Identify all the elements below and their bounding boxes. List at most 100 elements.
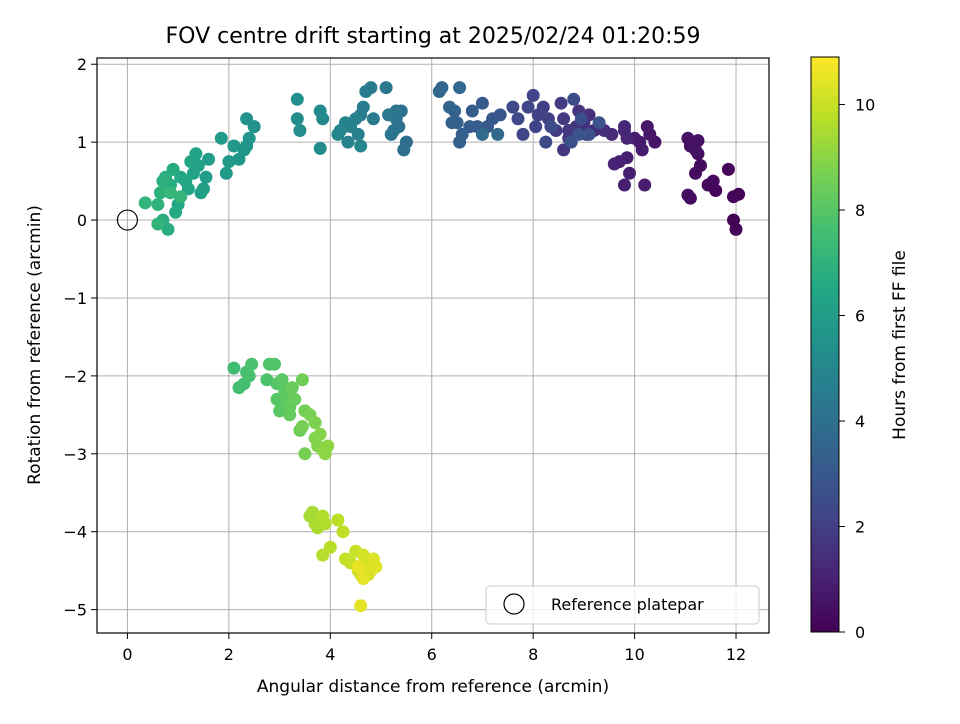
x-tick-label: 0 [122,645,132,664]
data-point [567,92,581,106]
data-point [288,392,302,406]
data-point [232,152,246,166]
data-point [331,127,345,141]
data-point [369,560,383,574]
data-point [283,408,297,422]
colorbar-ticks: 0 2 4 6 8 10 [839,95,875,642]
data-point [526,88,540,102]
data-point [366,112,380,126]
data-point [164,186,177,200]
y-tick-label: 1 [77,133,87,152]
reference-marker-group [116,209,139,231]
data-point [313,104,327,118]
data-point [618,178,631,192]
data-point [506,100,520,114]
data-point [379,81,393,95]
data-point [245,357,259,371]
data-point [635,143,649,157]
legend-marker [503,593,525,615]
data-point [293,124,307,137]
data-point [308,416,322,430]
data-point [260,373,274,387]
colorbar-tick-label: 0 [855,623,865,642]
data-point [592,116,606,130]
data-point [199,170,213,184]
data-point [356,548,370,562]
data-point [298,447,312,461]
data-point [382,108,396,122]
data-point [574,112,588,126]
data-point [318,517,332,531]
data-point [351,560,365,574]
data-point [138,196,152,210]
data-point [240,112,254,126]
data-point [285,381,299,395]
data-point [227,361,241,375]
data-point [727,190,740,204]
data-point [341,135,355,149]
data-point [640,120,654,134]
colorbar: 0 2 4 6 8 10 Hours from first FF file [810,56,910,642]
data-point [445,116,459,130]
y-tick-label: −1 [63,289,87,308]
data-point [453,135,467,149]
data-point [331,513,345,527]
x-tick-label: 12 [726,645,746,664]
data-point [194,186,208,200]
data-point [290,92,304,106]
data-point [607,157,621,171]
data-point [623,166,636,180]
colorbar-label: Hours from first FF file [890,250,910,440]
data-point [443,100,456,114]
data-point [313,427,327,441]
data-point [727,213,740,227]
data-point [275,373,289,387]
legend-box [485,585,760,625]
data-point [491,127,505,141]
legend: Reference platepar [485,585,760,625]
data-point [465,104,479,118]
data-point [214,131,228,145]
data-point [618,120,631,134]
data-point [511,112,525,126]
y-tick-label: −2 [63,367,87,386]
data-point [572,127,586,141]
data-point [242,369,256,383]
data-point [384,127,398,141]
data-point [202,152,216,166]
data-point [539,135,553,149]
data-point [151,198,165,211]
data-point [219,166,233,180]
data-point [521,100,535,114]
y-tick-label: −5 [63,601,87,620]
data-point [323,540,337,554]
data-point [184,155,198,169]
x-axis-label: Angular distance from reference (arcmin) [257,677,609,697]
data-point [689,166,702,180]
y-tick-label: 2 [77,55,87,74]
data-point [306,505,319,519]
colorbar-gradient [810,56,840,633]
x-tick-label: 8 [528,645,538,664]
data-point [531,108,545,122]
data-points [138,81,746,613]
data-point [222,155,236,169]
data-point [721,162,735,176]
y-axis-ticks: −5 −4 −3 −2 −1 0 1 2 [63,55,97,620]
grid [97,58,769,633]
data-point [638,178,652,192]
data-point [295,373,309,387]
data-point [169,205,183,219]
chart-title: FOV centre drift starting at 2025/02/24 … [166,24,701,49]
x-tick-label: 6 [427,645,437,664]
data-point [295,420,309,433]
data-point [268,357,281,371]
x-tick-label: 4 [325,645,335,664]
legend-label-reference-platepar: Reference platepar [551,595,704,614]
data-point [557,112,571,126]
data-point [475,96,489,110]
data-point [453,81,467,95]
y-tick-label: −4 [63,523,87,542]
